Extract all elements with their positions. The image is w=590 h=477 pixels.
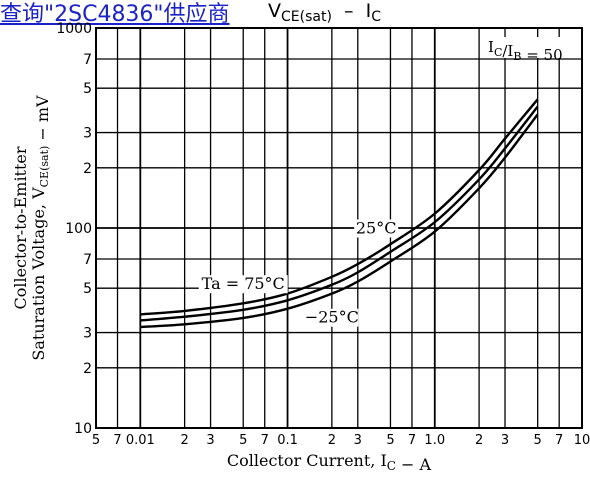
x-tick-label: 0.1 xyxy=(277,433,298,448)
condition-part: /I xyxy=(502,42,513,60)
condition-label: IC/IB = 50 xyxy=(488,38,563,64)
condition-part: B xyxy=(513,50,521,63)
title-main: V xyxy=(268,0,281,22)
y-axis-label-line1: Collector-to-Emitter xyxy=(11,146,30,309)
x-axis-label: Collector Current, IC − A xyxy=(227,451,432,474)
series-line-1 xyxy=(140,105,539,322)
title-dash: – I xyxy=(331,0,372,22)
curve-label-0: 25°C xyxy=(356,218,397,237)
x-tick-label: 2 xyxy=(475,433,483,448)
top-bar: 查询"2SC4836"供应商 VCE(sat) – IC xyxy=(0,0,590,28)
series-line-2 xyxy=(140,113,539,329)
x-tick-label: 7 xyxy=(408,433,416,448)
curve-label-1: Ta = 75°C xyxy=(202,274,285,293)
condition-part: I xyxy=(488,38,494,56)
y-tick-label: 7 xyxy=(83,52,92,68)
series-line-0 xyxy=(140,98,539,316)
x-tick-label: 2 xyxy=(328,433,336,448)
x-tick-label: 2 xyxy=(180,433,188,448)
x-tick-label: 0.01 xyxy=(126,433,155,448)
curve-label-bg xyxy=(354,219,399,238)
x-tick-label: 5 xyxy=(92,433,100,448)
curve-labels: 25°C Ta = 75°C −25°C xyxy=(198,218,399,327)
condition-part: C xyxy=(494,46,502,59)
supplier-query-link[interactable]: 查询"2SC4836"供应商 xyxy=(0,2,230,27)
x-tick-label: 1.0 xyxy=(424,433,445,448)
x-tick-label: 7 xyxy=(261,433,269,448)
y-tick-label: 10 xyxy=(74,421,92,437)
chart-title: VCE(sat) – IC xyxy=(268,0,381,25)
x-tick-label: 3 xyxy=(206,433,214,448)
curve-label-bg xyxy=(198,275,288,294)
x-tick-label: 5 xyxy=(239,433,247,448)
x-tick-label: 3 xyxy=(354,433,362,448)
curve-label-2: −25°C xyxy=(305,308,359,327)
curve-label-bg xyxy=(305,308,359,327)
y-axis-label-part: CE(sat) xyxy=(38,146,51,188)
y-tick-label: 1000 xyxy=(56,21,92,37)
y-axis-label-part: − mV xyxy=(33,95,52,146)
condition-bg xyxy=(484,37,576,58)
y-tick-label: 2 xyxy=(83,161,92,177)
x-tick-label: 7 xyxy=(113,433,121,448)
y-axis-label-line2: Saturation Voltage, VCE(sat) − mV xyxy=(29,95,52,361)
y-tick-label: 100 xyxy=(65,221,92,237)
tick-labels: 5 7 0.01 2 3 5 7 0.1 2 3 5 7 1.0 2 3 5 7 1010235710023571… xyxy=(56,21,590,448)
x-tick-label: 7 xyxy=(555,433,563,448)
x-tick-label: 10 xyxy=(574,433,590,448)
x-axis-label-part: − A xyxy=(396,455,432,474)
condition-part: = 50 xyxy=(521,46,562,64)
title-sub: CE(sat) xyxy=(281,9,332,25)
x-tick-label: 5 xyxy=(386,433,394,448)
y-tick-label: 3 xyxy=(83,326,92,342)
y-tick-label: 2 xyxy=(83,361,92,377)
y-tick-label: 5 xyxy=(83,81,92,97)
y-tick-label: 5 xyxy=(83,281,92,297)
x-axis-label-part: Collector Current, I xyxy=(227,451,387,470)
series-lines xyxy=(140,98,539,329)
x-tick-label: 3 xyxy=(501,433,509,448)
x-tick-label: 5 xyxy=(534,433,542,448)
y-tick-label: 7 xyxy=(83,252,92,268)
y-axis-label-part: Saturation Voltage, V xyxy=(29,187,48,361)
x-axis-label-part: C xyxy=(387,459,396,473)
title-sub2: C xyxy=(371,9,381,25)
y-tick-label: 3 xyxy=(83,126,92,142)
y-axis-label-group: Collector-to-Emitter Saturation Voltage, … xyxy=(11,95,52,361)
grid xyxy=(95,27,583,429)
